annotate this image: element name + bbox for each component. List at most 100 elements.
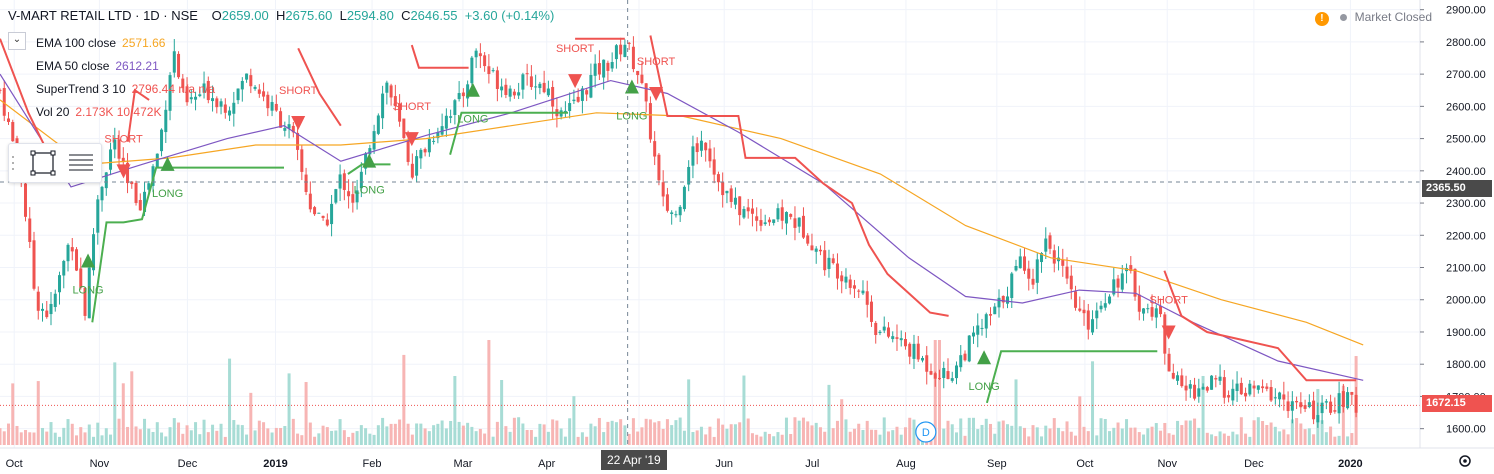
candle-body <box>946 371 950 379</box>
volume-bar <box>172 418 176 445</box>
volume-bar <box>104 428 108 445</box>
symbol-title[interactable]: V-MART RETAIL LTD · 1D · NSE <box>8 8 198 23</box>
candle-body <box>835 263 839 279</box>
series-line-supertrend-down <box>0 35 1357 382</box>
short-signal-label: SHORT <box>104 133 143 145</box>
volume-bar <box>389 423 393 445</box>
candle-body <box>1171 372 1175 379</box>
candle-body <box>908 343 912 357</box>
candle-body <box>967 335 971 362</box>
candle-body <box>895 337 899 339</box>
candle-body <box>449 116 453 118</box>
volume-bar <box>487 340 491 445</box>
volume-bar <box>1227 435 1231 445</box>
candle-body <box>126 162 130 184</box>
legend-ema100[interactable]: EMA 100 close 2571.66 <box>36 36 166 50</box>
short-signal-arrow <box>568 74 583 89</box>
volume-bar <box>797 420 801 445</box>
rectangle-select-icon[interactable] <box>30 150 56 176</box>
candle-body <box>886 327 890 337</box>
candle-body <box>1044 238 1048 252</box>
volume-bar <box>270 432 274 445</box>
candle-body <box>844 276 848 283</box>
volume-bar <box>597 417 601 445</box>
legend-volume[interactable]: Vol 20 2.173K 10.472K <box>36 105 162 119</box>
candle-body <box>729 188 733 202</box>
volume-bar <box>317 433 321 445</box>
candle-body <box>0 89 2 91</box>
volume-bar <box>457 421 461 445</box>
volume-bar <box>160 432 164 445</box>
volume-bar <box>1176 420 1180 445</box>
volume-bar <box>257 420 261 445</box>
candle-body <box>1324 401 1328 403</box>
candle-body <box>602 59 606 78</box>
candle-body <box>793 218 797 228</box>
candle-body <box>58 275 62 293</box>
candle-body <box>580 88 584 101</box>
volume-bar <box>330 430 334 445</box>
candle-body <box>113 139 117 150</box>
volume-bar <box>1159 430 1163 445</box>
candle-body <box>164 109 168 133</box>
time-tick-label: Jun <box>715 458 733 470</box>
candle-body <box>980 327 984 329</box>
volume-bar <box>19 432 23 445</box>
crosshair: D <box>0 0 1420 448</box>
volume-bar <box>653 422 657 445</box>
volume-bar <box>1188 420 1192 445</box>
candle-body <box>763 222 767 225</box>
volume-bar <box>211 424 215 445</box>
candle-body <box>11 122 15 142</box>
volume-bar <box>351 432 355 445</box>
candle-body <box>1201 386 1205 390</box>
volume-bar <box>670 425 674 445</box>
volume-bar <box>1023 427 1027 445</box>
volume-bar <box>882 417 886 445</box>
volume-bar <box>784 417 788 445</box>
warning-icon[interactable]: ! <box>1314 12 1329 26</box>
volume-bar <box>249 392 253 445</box>
candle-body <box>525 73 529 75</box>
volume-bar <box>682 430 686 445</box>
volume-bar <box>623 425 627 445</box>
candle-body <box>721 182 725 196</box>
volume-bar <box>121 383 125 445</box>
series-line-ema-50-close <box>0 73 1364 381</box>
candle-body <box>529 76 533 88</box>
collapse-legend-button[interactable]: ⌄ <box>8 32 26 50</box>
candle-body <box>45 310 49 318</box>
volume-bar <box>585 436 589 445</box>
volume-bar <box>648 419 652 445</box>
volume-bar <box>1001 420 1005 445</box>
candle-body <box>797 217 801 227</box>
candle-body <box>436 132 440 139</box>
volume-bar <box>627 433 631 445</box>
candle-body <box>512 91 516 96</box>
time-tick-label: 2020 <box>1338 458 1362 470</box>
candle-body <box>2 87 6 116</box>
drag-handle-icon[interactable] <box>12 156 14 170</box>
candle-body <box>330 203 334 225</box>
line-tools-icon[interactable] <box>69 154 93 171</box>
candle-body <box>1091 319 1095 333</box>
volume-bar <box>704 434 708 445</box>
candle-body <box>1193 384 1197 399</box>
candle-body <box>610 62 614 69</box>
volume-bar <box>134 426 138 445</box>
legend-supertrend[interactable]: SuperTrend 3 10 2796.44 n/a n/a <box>36 82 216 96</box>
legend-ema50[interactable]: EMA 50 close 2612.21 <box>36 59 159 73</box>
candle-body <box>296 132 300 150</box>
volume-bar <box>126 426 130 445</box>
candle-body <box>653 141 657 157</box>
volume-bar <box>525 430 529 445</box>
volume-bar <box>763 431 767 445</box>
volume-bar <box>1218 431 1222 445</box>
candle-body <box>1176 375 1180 381</box>
volume-bar <box>364 428 368 445</box>
candle-body <box>716 174 720 183</box>
candle-body <box>644 83 648 102</box>
volume-bar <box>1295 418 1299 445</box>
volume-bar <box>899 434 903 445</box>
